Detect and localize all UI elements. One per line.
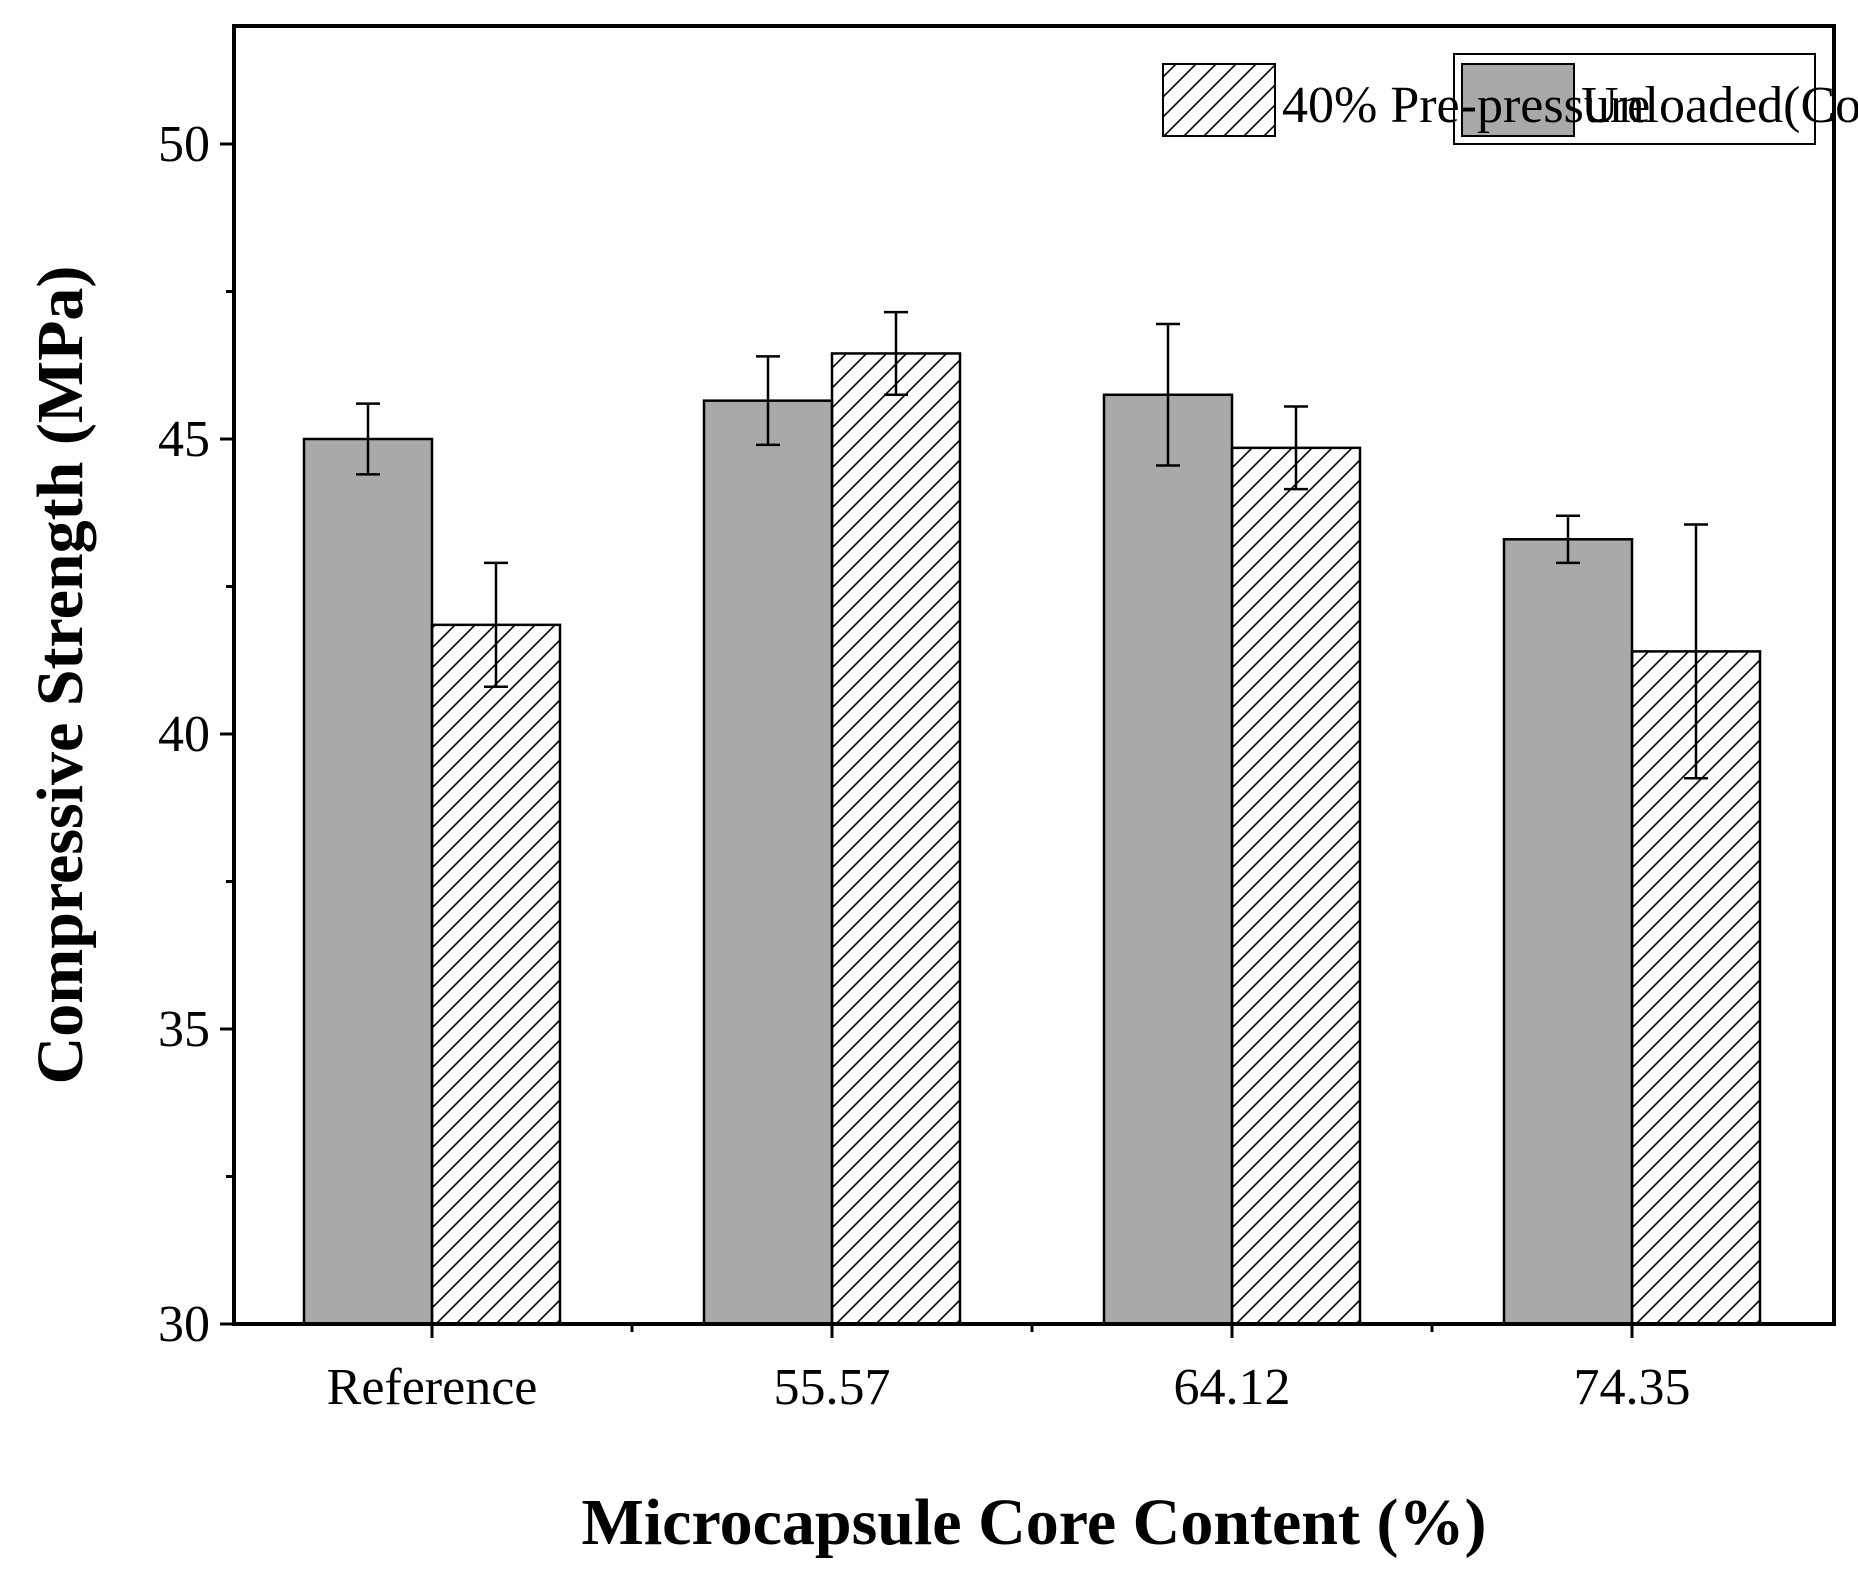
x-axis: Reference 55.57 64.12 74.35 — [327, 1324, 1691, 1416]
x-tick-label: 64.12 — [1174, 1359, 1291, 1416]
bar-prepressure-2 — [1230, 446, 1362, 1326]
bar-prepressure-1 — [830, 352, 962, 1326]
y-tick-label: 45 — [158, 411, 210, 468]
x-tick-label: 74.35 — [1574, 1359, 1691, 1416]
y-tick-label: 50 — [158, 116, 210, 173]
bar-unloaded-3 — [1502, 538, 1634, 1326]
legend-swatch-unloaded — [1461, 63, 1575, 137]
legend-label-unloaded: Unloaded(Control) — [1581, 77, 1858, 134]
y-axis: 30 35 40 45 50 — [158, 116, 234, 1353]
legend-label-prepressure: 40% Pre-pressure — [1282, 77, 1650, 134]
legend: Unloaded(Control) 40% Pre-pressure — [1162, 53, 1858, 145]
y-tick-label: 40 — [158, 706, 210, 763]
y-axis-title: Compressive Strength (MPa) — [24, 266, 97, 1085]
error-bar-unloaded-1 — [756, 355, 780, 447]
error-bar-prepressure-1 — [884, 310, 908, 396]
error-bar-prepressure-2 — [1284, 405, 1308, 491]
x-tick-label: Reference — [327, 1359, 538, 1416]
y-tick-label: 35 — [158, 1001, 210, 1058]
error-bar-unloaded-3 — [1556, 514, 1580, 565]
legend-swatch-prepressure — [1162, 63, 1276, 137]
x-tick-label: 55.57 — [774, 1359, 891, 1416]
x-axis-title: Microcapsule Core Content (%) — [582, 1486, 1487, 1559]
error-bars-layer — [356, 310, 1708, 780]
bar-unloaded-1 — [702, 399, 834, 1326]
plot-frame — [232, 24, 1836, 1326]
error-bar-unloaded-2 — [1156, 322, 1180, 467]
error-bar-unloaded-0 — [356, 402, 380, 476]
bar-prepressure-0 — [430, 623, 562, 1326]
bar-unloaded-2 — [1102, 393, 1234, 1326]
error-bar-prepressure-3 — [1684, 523, 1708, 780]
y-tick-label: 30 — [158, 1296, 210, 1353]
bars-layer — [302, 352, 1762, 1326]
error-bar-prepressure-0 — [484, 561, 508, 689]
bar-unloaded-0 — [302, 437, 434, 1326]
